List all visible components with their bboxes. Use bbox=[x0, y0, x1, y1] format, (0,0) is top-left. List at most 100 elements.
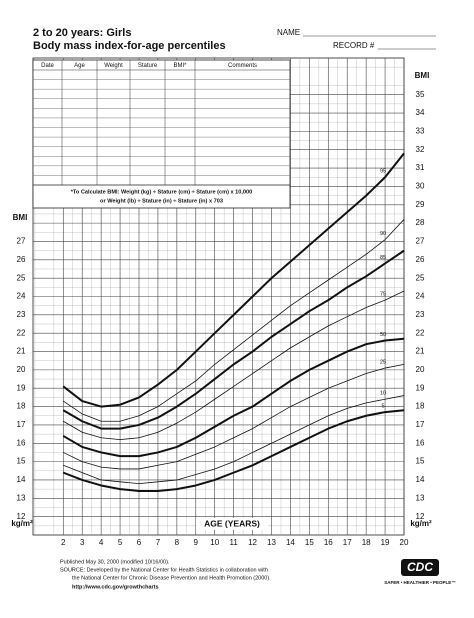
logo-tagline: SAFER • HEALTHIER • PEOPLE™ bbox=[384, 580, 456, 585]
y-tick-label-right: 22 bbox=[416, 328, 425, 337]
x-tick-label: 4 bbox=[99, 538, 104, 547]
y-tick-label-right: 29 bbox=[416, 200, 425, 209]
y-label-bg bbox=[12, 456, 31, 467]
y-tick-label-right: 26 bbox=[416, 255, 425, 264]
y-tick-label-left: 12 bbox=[17, 512, 26, 521]
y-tick-label-left: 21 bbox=[17, 347, 26, 356]
y-label-bg bbox=[12, 511, 31, 522]
curve-label: 25 bbox=[380, 360, 386, 366]
column-header: BMI* bbox=[173, 63, 187, 69]
x-tick-label: 7 bbox=[156, 538, 161, 547]
x-tick-label: 5 bbox=[118, 538, 123, 547]
column-header: Weight bbox=[104, 63, 123, 69]
y-tick-label-left: 25 bbox=[17, 273, 26, 282]
y-unit-right: kg/m² bbox=[410, 519, 432, 528]
x-tick-label: 16 bbox=[324, 538, 333, 547]
column-header: Date bbox=[41, 63, 54, 69]
percentile-curve bbox=[62, 152, 405, 408]
y-tick-label-left: 20 bbox=[17, 365, 26, 374]
y-label-bg bbox=[12, 346, 31, 357]
y-tick-label-right: 30 bbox=[416, 182, 425, 191]
y-tick-label-left: 22 bbox=[17, 328, 26, 337]
y-label-bg bbox=[12, 419, 31, 430]
y-tick-label-right: 19 bbox=[416, 383, 425, 392]
curve-label: 85 bbox=[380, 255, 386, 261]
x-tick-label: 8 bbox=[175, 538, 180, 547]
curve-label: 10 bbox=[380, 391, 386, 397]
y-tick-label-right: 25 bbox=[416, 273, 425, 282]
x-tick-label: 6 bbox=[137, 538, 142, 547]
chart-subtitle: Body mass index-for-age percentiles bbox=[33, 40, 226, 52]
curve-label: 50 bbox=[380, 332, 386, 338]
y-tick-label-right: 23 bbox=[416, 310, 425, 319]
y-tick-label-left: 14 bbox=[17, 475, 26, 484]
y-tick-label-right: 17 bbox=[416, 420, 425, 429]
x-tick-label: 17 bbox=[343, 538, 352, 547]
footer: Published May 30, 2000 (modified 10/16/0… bbox=[60, 559, 456, 590]
column-header: Age bbox=[74, 63, 85, 69]
x-tick-label: 13 bbox=[267, 538, 276, 547]
y-tick-label-right: 28 bbox=[416, 218, 425, 227]
y-axis-title-left: BMI bbox=[13, 213, 28, 222]
percentile-curve bbox=[63, 290, 405, 440]
x-tick-label: 2 bbox=[61, 538, 66, 547]
y-label-bg bbox=[12, 438, 31, 449]
name-label: NAME bbox=[277, 28, 300, 37]
y-tick-label-right: 32 bbox=[416, 145, 425, 154]
logo-box bbox=[401, 559, 439, 576]
y-tick-label-left: 13 bbox=[17, 493, 26, 502]
y-label-bg bbox=[12, 401, 31, 412]
y-label-bg bbox=[12, 254, 31, 265]
curve-label: 90 bbox=[380, 231, 386, 237]
y-label-bg bbox=[12, 474, 31, 485]
x-axis-title: AGE (YEARS) bbox=[204, 518, 260, 528]
y-tick-label-right: 15 bbox=[416, 457, 425, 466]
xlabel-bg bbox=[196, 518, 268, 530]
y-label-bg bbox=[12, 383, 31, 394]
curve-label: 5 bbox=[382, 404, 385, 410]
footer-url: http://www.cdc.gov/growthcharts bbox=[72, 584, 159, 590]
y-unit-left: kg/m² bbox=[11, 519, 33, 528]
y-tick-label-left: 27 bbox=[17, 237, 26, 246]
y-label-bg bbox=[12, 273, 31, 284]
table-background bbox=[32, 59, 291, 209]
record-label: RECORD # bbox=[333, 41, 375, 50]
y-tick-label-left: 17 bbox=[17, 420, 26, 429]
y-tick-label-right: 13 bbox=[416, 493, 425, 502]
curve-label: 95 bbox=[380, 169, 386, 175]
x-tick-label: 18 bbox=[362, 538, 371, 547]
y-tick-label-left: 23 bbox=[17, 310, 26, 319]
y-tick-label-left: 18 bbox=[17, 402, 26, 411]
x-tick-label: 12 bbox=[248, 538, 257, 547]
percentile-curve bbox=[63, 395, 405, 485]
percentile-curve bbox=[63, 219, 405, 422]
y-tick-label-right: 33 bbox=[416, 126, 425, 135]
record-table: Date Age Weight Stature BMI* Comments *To Calc… bbox=[32, 59, 291, 209]
formula-text: or Weight (lb) ÷ Stature (in) ÷ Stature … bbox=[100, 198, 223, 204]
y-tick-label-right: 35 bbox=[416, 90, 425, 99]
percentile-curve bbox=[63, 363, 405, 470]
y-label-bg bbox=[12, 236, 31, 247]
logo: CDC bbox=[407, 560, 433, 574]
x-tick-label: 9 bbox=[194, 538, 199, 547]
x-tick-label: 14 bbox=[286, 538, 295, 547]
y-tick-label-right: 31 bbox=[416, 163, 425, 172]
x-tick-label: 10 bbox=[210, 538, 219, 547]
y-tick-label-right: 27 bbox=[416, 237, 425, 246]
y-tick-label-left: 16 bbox=[17, 438, 26, 447]
x-tick-label: 3 bbox=[80, 538, 85, 547]
footer-line: SOURCE: Developed by the National Center… bbox=[60, 567, 268, 573]
x-tick-label: 19 bbox=[381, 538, 390, 547]
y-axis-title-right: BMI bbox=[415, 71, 430, 80]
curve-label: 75 bbox=[380, 292, 386, 298]
x-tick-label: 11 bbox=[229, 538, 238, 547]
column-header: Stature bbox=[138, 63, 158, 69]
y-label-bg bbox=[12, 328, 31, 339]
y-tick-label-right: 24 bbox=[416, 292, 425, 301]
percentile-curve bbox=[62, 249, 405, 430]
y-label-bg bbox=[12, 291, 31, 302]
y-tick-label-right: 18 bbox=[416, 402, 425, 411]
y-tick-label-left: 15 bbox=[17, 457, 26, 466]
x-tick-label: 20 bbox=[400, 538, 409, 547]
